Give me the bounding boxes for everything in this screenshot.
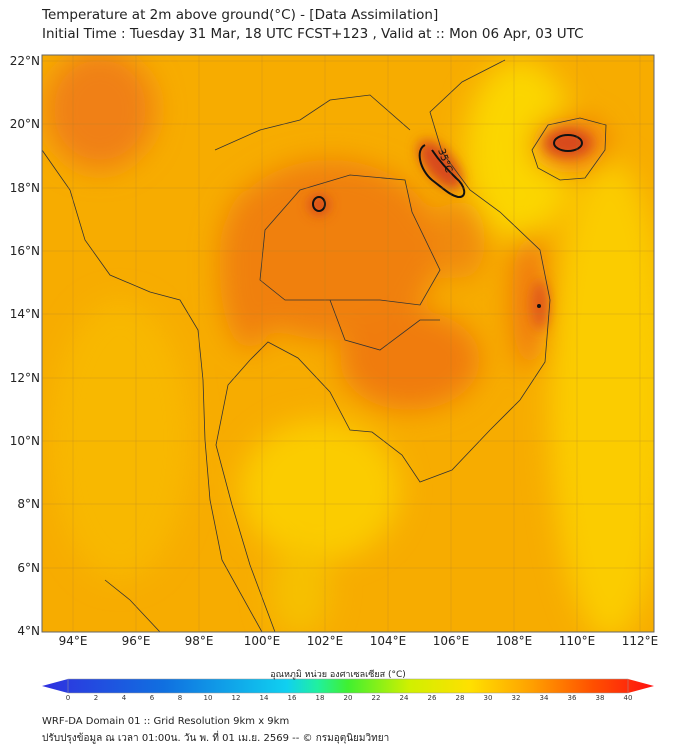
lat-label: 10°N bbox=[9, 434, 40, 448]
colorbar bbox=[42, 678, 654, 694]
colorbar-tick-label: 16 bbox=[287, 694, 297, 702]
colorbar-tick-label: 2 bbox=[93, 694, 99, 702]
lon-label: 100°E bbox=[243, 634, 281, 648]
footer-update-info: ปรับปรุงข้อมูล ณ เวลา 01:00น. วัน พ. ที่… bbox=[42, 733, 390, 744]
point-marker bbox=[537, 304, 541, 308]
map-frame bbox=[41, 54, 655, 633]
temperature-field: 35°C bbox=[42, 55, 654, 632]
colorbar-tick-label: 8 bbox=[177, 694, 183, 702]
lat-label: 6°N bbox=[17, 561, 40, 575]
lat-label: 16°N bbox=[9, 244, 40, 258]
lat-label: 8°N bbox=[17, 497, 40, 511]
colorbar-tick-label: 6 bbox=[149, 694, 155, 702]
lon-label: 110°E bbox=[558, 634, 596, 648]
colorbar-tick-label: 20 bbox=[343, 694, 353, 702]
footer-model-info: WRF-DA Domain 01 :: Grid Resolution 9km … bbox=[42, 716, 290, 727]
gridlines bbox=[42, 55, 654, 632]
lon-label: 104°E bbox=[369, 634, 407, 648]
colorbar-tick-label: 14 bbox=[259, 694, 269, 702]
colorbar-tick-label: 0 bbox=[65, 694, 71, 702]
contour-35c bbox=[312, 134, 583, 212]
colorbar-tick-label: 12 bbox=[231, 694, 241, 702]
lon-label: 112°E bbox=[621, 634, 659, 648]
colorbar-tick-label: 32 bbox=[511, 694, 521, 702]
colorbar-tick-label: 4 bbox=[121, 694, 127, 702]
coastline bbox=[42, 59, 607, 632]
lon-label: 106°E bbox=[432, 634, 470, 648]
colorbar-tick-label: 22 bbox=[371, 694, 381, 702]
map-subtitle: Initial Time : Tuesday 31 Mar, 18 UTC FC… bbox=[42, 26, 584, 42]
lon-label: 94°E bbox=[58, 634, 88, 648]
colorbar-tick-label: 38 bbox=[595, 694, 605, 702]
lon-label: 108°E bbox=[495, 634, 533, 648]
colorbar-tick-label: 24 bbox=[399, 694, 409, 702]
lat-label: 4°N bbox=[17, 624, 40, 638]
colorbar-tick-label: 34 bbox=[539, 694, 549, 702]
lat-label: 18°N bbox=[9, 181, 40, 195]
lat-label: 22°N bbox=[9, 54, 40, 68]
lon-label: 98°E bbox=[184, 634, 214, 648]
colorbar-tick-label: 36 bbox=[567, 694, 577, 702]
colorbar-title: อุณหภูมิ หน่วย องศาเซลเซียส (°C) bbox=[270, 670, 406, 680]
lat-label: 20°N bbox=[9, 117, 40, 131]
colorbar-tick-label: 28 bbox=[455, 694, 465, 702]
lat-label: 12°N bbox=[9, 371, 40, 385]
colorbar-tick-label: 30 bbox=[483, 694, 493, 702]
colorbar-tick-label: 10 bbox=[203, 694, 213, 702]
lon-label: 96°E bbox=[121, 634, 151, 648]
colorbar-tick-label: 18 bbox=[315, 694, 325, 702]
map-title: Temperature at 2m above ground(°C) - [Da… bbox=[42, 7, 439, 23]
colorbar-tick-label: 40 bbox=[623, 694, 633, 702]
colorbar-tick-label: 26 bbox=[427, 694, 437, 702]
lon-label: 102°E bbox=[306, 634, 344, 648]
lat-label: 14°N bbox=[9, 307, 40, 321]
